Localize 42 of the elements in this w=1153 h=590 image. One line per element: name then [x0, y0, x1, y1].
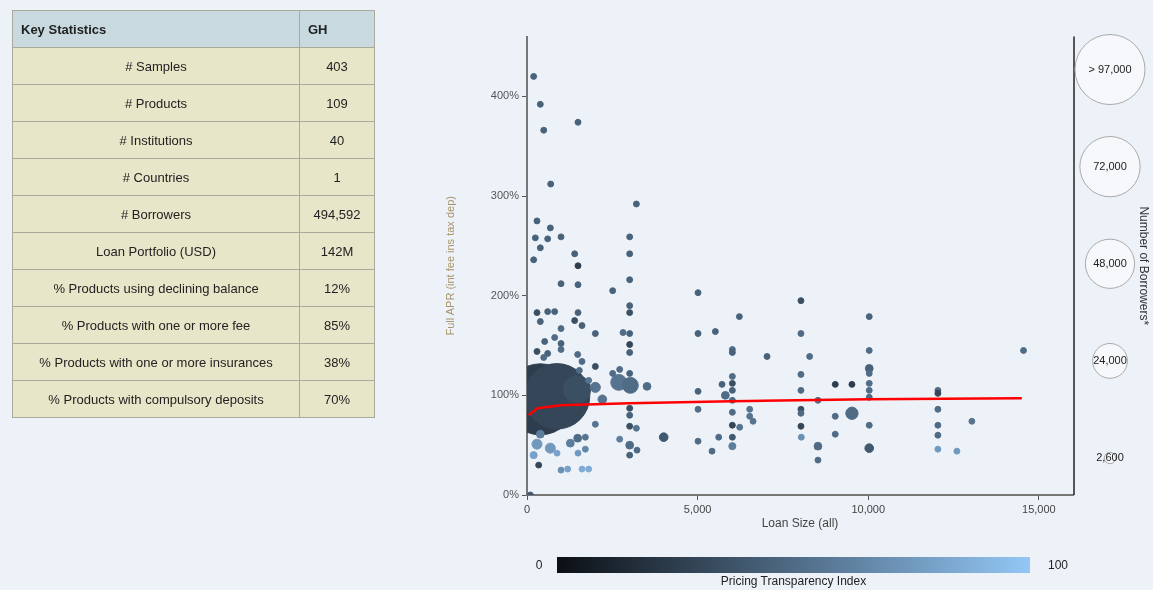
y-axis-title: Full APR (int fee ins tax dep)	[443, 196, 456, 336]
text: 40	[299, 121, 375, 159]
legend-label: 2,600	[1096, 451, 1124, 464]
legend-label: 48,000	[1093, 256, 1127, 269]
y-tick-label: 300%	[490, 189, 520, 202]
text: 38%	[299, 343, 375, 381]
category-label: # Institutions	[12, 121, 300, 159]
text: 109	[299, 84, 375, 122]
text: 494,592	[299, 195, 375, 233]
legend-label: 24,000	[1093, 353, 1127, 366]
x-tick-label: 0	[523, 502, 531, 515]
text: 142M	[299, 232, 375, 270]
category-label: # Countries	[12, 158, 300, 196]
text: 403	[299, 47, 375, 85]
y-tick-label: 200%	[490, 288, 520, 301]
legend-label: 72,000	[1093, 159, 1127, 172]
category-label: # Samples	[12, 47, 300, 85]
text: Key Statistics	[12, 10, 300, 48]
category-label: # Borrowers	[12, 195, 300, 233]
y-tick-label: 400%	[490, 89, 520, 102]
text: 12%	[299, 269, 375, 307]
text: 0	[535, 558, 543, 572]
category-label: % Products with one or more insurances	[12, 343, 300, 381]
x-axis-title: Loan Size (all)	[761, 516, 839, 531]
legend-title: Number of Borrowers*	[1136, 206, 1151, 326]
y-tick-label: 0%	[503, 488, 520, 501]
category-label: % Products using declining balance	[12, 269, 300, 307]
text: 85%	[299, 306, 375, 344]
text: 70%	[299, 380, 375, 418]
category-label: % Products with compulsory deposits	[12, 380, 300, 418]
x-tick-label: 10,000	[851, 502, 886, 515]
category-label: # Products	[12, 84, 300, 122]
text: 100	[1047, 558, 1069, 572]
text: 1	[299, 158, 375, 196]
color-bar-title: Pricing Transparency Index	[720, 574, 867, 588]
x-tick-label: 15,000	[1022, 502, 1056, 515]
text: GH	[299, 10, 375, 48]
category-label: % Products with one or more fee	[12, 306, 300, 344]
legend-label: > 97,000	[1088, 62, 1132, 75]
category-label: Loan Portfolio (USD)	[12, 232, 300, 270]
y-tick-label: 100%	[490, 388, 520, 401]
x-tick-label: 5,000	[683, 502, 712, 515]
